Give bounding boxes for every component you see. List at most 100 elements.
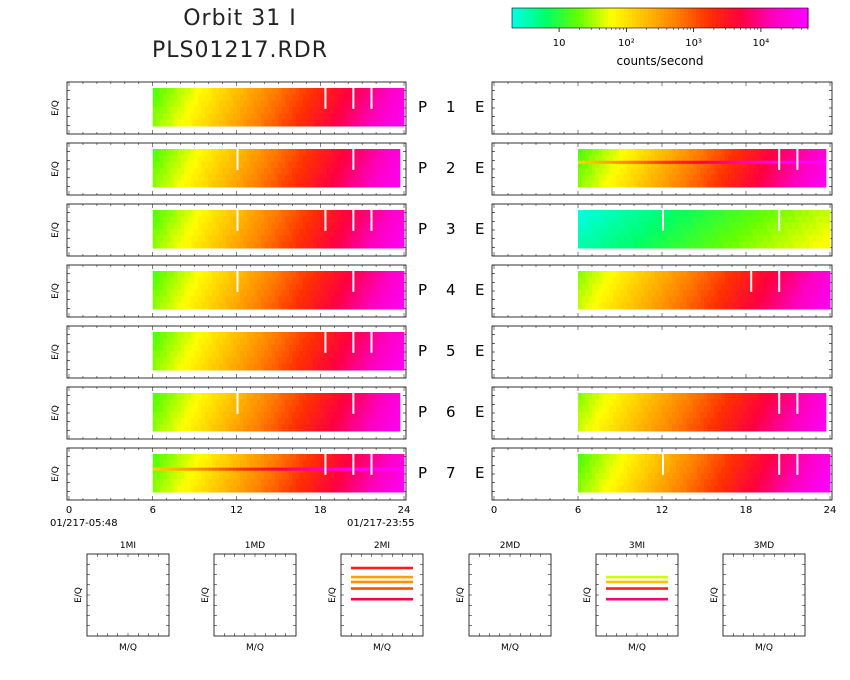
- spectrogram-cell: [620, 302, 624, 310]
- spectrogram-cell: [156, 210, 161, 217]
- spectrogram-cell: [348, 277, 353, 285]
- spectrogram-cell: [187, 277, 192, 285]
- spectrogram-cell: [302, 88, 307, 95]
- spectrogram-cell: [376, 357, 381, 365]
- spectrogram-cell: [818, 168, 823, 175]
- spectrogram-stripe: [797, 160, 802, 164]
- spectrogram-cell: [355, 216, 360, 224]
- spectrogram-cell: [295, 351, 300, 358]
- spectrogram-cell: [222, 174, 227, 182]
- spectrogram-cell: [383, 113, 388, 121]
- spectrogram-cell: [704, 290, 708, 297]
- spectrogram-cell: [243, 302, 248, 310]
- spectrogram-cell: [170, 296, 175, 304]
- spectrogram-cell: [316, 344, 321, 352]
- spectrogram-cell: [274, 399, 279, 407]
- spectrogram-cell: [173, 180, 178, 188]
- spectrogram-cell: [641, 222, 645, 230]
- spectrogram-cell: [292, 235, 297, 243]
- spectrogram-cell: [204, 168, 209, 175]
- spectrogram-cell: [222, 149, 227, 156]
- spectrogram-cell: [305, 168, 310, 175]
- spectrogram-cell: [791, 296, 796, 304]
- spectrogram-cell: [362, 357, 367, 365]
- spectrogram-cell: [372, 210, 377, 217]
- spectrogram-cell: [372, 222, 377, 230]
- spectrogram-cell: [662, 235, 666, 243]
- spectrogram-cell: [361, 168, 366, 175]
- spectrogram-cell: [152, 290, 157, 297]
- spectrogram-cell: [672, 290, 677, 297]
- spectrogram-cell: [397, 100, 402, 108]
- spectrogram-cell: [205, 94, 210, 102]
- spectrogram-cell: [767, 235, 771, 243]
- spectrogram-cell: [278, 216, 283, 224]
- spectrogram-cell: [351, 412, 356, 419]
- spectrogram-cell: [686, 210, 691, 217]
- colorbar-segment: [576, 8, 581, 28]
- spectrogram-cell: [655, 271, 659, 278]
- spectrogram-cell: [170, 94, 175, 102]
- spectrogram-cell: [619, 393, 624, 400]
- spectrogram-cell: [326, 161, 331, 169]
- spectrogram-cell: [163, 338, 168, 346]
- spectrogram-cell: [358, 277, 363, 285]
- spectrogram-cell: [606, 296, 610, 304]
- spectrogram-cell: [707, 290, 712, 297]
- spectrogram-cell: [194, 418, 199, 426]
- spectrogram-cell: [281, 344, 286, 352]
- spectrogram-cell: [319, 418, 324, 426]
- spectrogram-cell: [368, 174, 373, 182]
- spectrogram-cell: [330, 88, 335, 95]
- spectrogram-cell: [281, 155, 286, 163]
- spectrogram-cell: [205, 216, 210, 224]
- spectrogram-cell: [177, 424, 182, 432]
- spectrogram-cell: [284, 399, 289, 407]
- spectrogram-cell: [661, 418, 666, 426]
- spectrogram-cell: [337, 296, 342, 304]
- spectrogram-cell: [239, 174, 244, 182]
- spectrogram-cell: [679, 271, 684, 278]
- spectrogram-cell: [637, 302, 642, 310]
- spectrogram-cell: [274, 332, 279, 339]
- spectrogram-cell: [173, 222, 178, 230]
- spectrogram-cell: [334, 351, 339, 358]
- row-label-part: E: [475, 159, 485, 177]
- spectrogram-cell: [679, 161, 684, 169]
- spectrogram-cell: [606, 235, 610, 243]
- spectrogram-cell: [187, 405, 192, 413]
- spectrogram-cell: [302, 290, 307, 297]
- spectrogram-cell: [194, 100, 199, 108]
- spectrogram-cell: [655, 290, 659, 297]
- spectrogram-cell: [665, 283, 670, 291]
- spectrogram-cell: [243, 113, 248, 121]
- spectrogram-cell: [781, 222, 785, 230]
- spectrogram-cell: [180, 271, 185, 278]
- spectrogram-cell: [735, 216, 740, 224]
- spectrogram-cell: [191, 344, 196, 352]
- spectrogram-cell: [735, 296, 740, 304]
- spectrogram-stripe: [790, 160, 795, 164]
- spectrogram-cell: [816, 222, 820, 230]
- spectrogram-cell: [278, 88, 283, 95]
- spectrogram-cell: [795, 229, 799, 236]
- spectrogram-cell: [383, 302, 388, 310]
- spectrogram-cell: [288, 100, 293, 108]
- spectrogram-cell: [180, 296, 185, 304]
- spectrogram-cell: [378, 174, 383, 182]
- spectrogram-cell: [341, 357, 346, 365]
- spectrogram-cell: [819, 302, 824, 310]
- spectrogram-stripe: [728, 160, 733, 164]
- spectrogram-cell: [397, 216, 402, 224]
- spectrogram-cell: [795, 216, 799, 224]
- spectrogram-cell: [337, 149, 342, 156]
- spectrogram-cell: [184, 88, 189, 95]
- spectrogram-cell: [651, 277, 656, 285]
- spectrogram-cell: [323, 412, 328, 419]
- spectrogram-cell: [152, 338, 157, 346]
- spectrogram-cell: [362, 119, 367, 127]
- spectrogram-cell: [644, 302, 649, 310]
- spectrogram-cell: [770, 235, 775, 243]
- spectrogram-stripe: [647, 160, 652, 164]
- spectrogram-cell: [634, 216, 638, 224]
